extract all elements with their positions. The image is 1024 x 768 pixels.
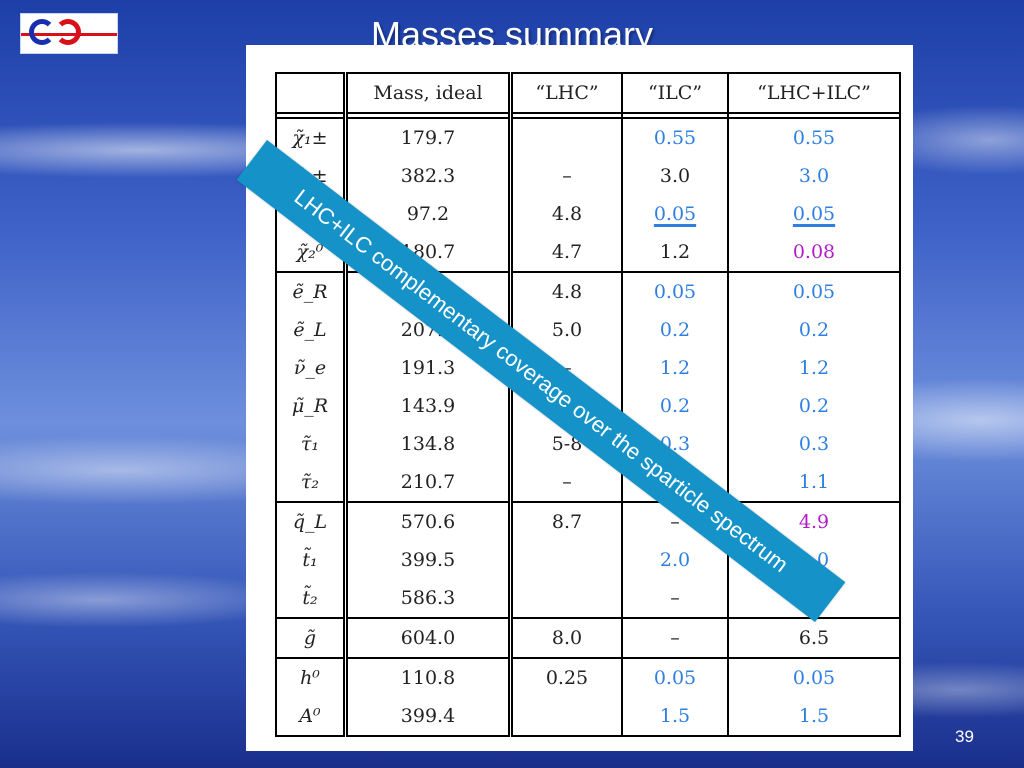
- table-row: g̃ 604.0 8.0–6.5: [275, 617, 901, 658]
- ilc-cell: 1.5: [622, 697, 729, 737]
- table-row: ν̃_e 191.3–1.2 1.2: [275, 349, 901, 387]
- mass-ideal-cell: 399.4: [345, 697, 513, 737]
- particle-cell: μ̃_R: [275, 387, 348, 425]
- gap-cell: [345, 113, 513, 119]
- page-number: 39: [955, 727, 974, 746]
- lhc-ilc-cell: 0.05: [728, 657, 901, 697]
- gap-cell: [728, 113, 901, 119]
- header-cell: [275, 72, 348, 114]
- lhc-cell: [510, 541, 623, 579]
- ilc-cell: 0.05: [622, 271, 729, 311]
- table-row: ẽ_L 207.1 5.0 0.2 0.2: [275, 311, 901, 349]
- mass-ideal-cell: 570.6: [345, 501, 513, 541]
- lhc-ilc-cell: 1.2: [728, 349, 901, 387]
- lhc-cell: [510, 118, 623, 157]
- particle-cell: q̃_L: [275, 501, 348, 541]
- table-row: τ̃₂ 210.7– 1.1: [275, 463, 901, 502]
- ilc-cell: 0.05: [622, 195, 729, 233]
- particle-cell: h⁰: [275, 657, 348, 697]
- ilc-cell: 1.2: [622, 233, 729, 272]
- particle-cell: ν̃_e: [275, 349, 348, 387]
- header-cell: “ILC”: [622, 72, 729, 114]
- table-header-row: Mass, ideal “LHC” “ILC” “LHC+ILC”: [275, 72, 901, 114]
- particle-cell: τ̃₁: [275, 425, 348, 463]
- mass-ideal-cell: 143.9: [345, 387, 513, 425]
- ilc-cell: 2.0: [622, 541, 729, 579]
- mass-ideal-cell: 179.7: [345, 118, 513, 157]
- particle-cell: t̃₂: [275, 579, 348, 618]
- header-cell: Mass, ideal: [345, 72, 513, 114]
- lhc-ilc-cell: 0.2: [728, 311, 901, 349]
- lhc-cell: [510, 697, 623, 737]
- mass-ideal-cell: 110.8: [345, 657, 513, 697]
- particle-cell: χ̃₁±: [275, 118, 348, 157]
- lhc-ilc-cell: 0.05: [728, 271, 901, 311]
- mass-ideal-cell: 604.0: [345, 617, 513, 658]
- particle-cell: A⁰: [275, 697, 348, 737]
- mass-ideal-cell: 134.8: [345, 425, 513, 463]
- lhc-ilc-cell: 6.5: [728, 617, 901, 658]
- table-row: χ̃₂±382.3–3.03.0: [275, 157, 901, 195]
- particle-cell: ẽ_R: [275, 271, 348, 311]
- lhc-cell: –: [510, 463, 623, 502]
- header-cell: “LHC+ILC”: [728, 72, 901, 114]
- ilc-cell: –: [622, 617, 729, 658]
- ilc-cell: 0.2: [622, 387, 729, 425]
- particle-cell: ẽ_L: [275, 311, 348, 349]
- ilc-cell: 0.55: [622, 118, 729, 157]
- lhc-cell: 4.7: [510, 233, 623, 272]
- slide-title: Masses summary: [370, 14, 654, 48]
- header-gap: [275, 113, 901, 119]
- logo-red-c: [55, 19, 81, 45]
- gap-cell: [275, 113, 348, 119]
- gap-cell: [510, 113, 623, 119]
- lhc-cell: 8.0: [510, 617, 623, 658]
- ilc-cell: 0.05: [622, 657, 729, 697]
- logo-blue-e: [29, 19, 55, 45]
- mass-ideal-cell: 399.5: [345, 541, 513, 579]
- lhc-cell: –: [510, 157, 623, 195]
- lhc-ilc-cell: 1.5: [728, 697, 901, 737]
- ilc-cell: 1.2: [622, 349, 729, 387]
- particle-cell: g̃: [275, 617, 348, 658]
- table-row: h⁰ 110.8 0.25 0.05 0.05: [275, 657, 901, 697]
- table-row: q̃_L 570.6 8.7–4.9: [275, 501, 901, 541]
- lhc-cell: 0.25: [510, 657, 623, 697]
- ilc-cell: –: [622, 579, 729, 618]
- table-row: A⁰ 399.4 1.5 1.5: [275, 697, 901, 737]
- lhc-ilc-cell: 0.3: [728, 425, 901, 463]
- header-cell: “LHC”: [510, 72, 623, 114]
- gap-cell: [622, 113, 729, 119]
- lhc-cell: 8.7: [510, 501, 623, 541]
- lhc-ilc-cell: 0.05: [728, 195, 901, 233]
- lhc-ilc-cell: 3.0: [728, 157, 901, 195]
- particle-cell: τ̃₂: [275, 463, 348, 502]
- lhc-ilc-cell: 1.1: [728, 463, 901, 502]
- lhc-ilc-cell: 0.55: [728, 118, 901, 157]
- mass-ideal-cell: 382.3: [345, 157, 513, 195]
- mass-ideal-cell: 210.7: [345, 463, 513, 502]
- lhc-ilc-cell: 0.08: [728, 233, 901, 272]
- ilc-cell: 0.2: [622, 311, 729, 349]
- ilc-cell: 3.0: [622, 157, 729, 195]
- lhc-ilc-cell: 0.2: [728, 387, 901, 425]
- lhc-cell: 4.8: [510, 195, 623, 233]
- particle-cell: t̃₁: [275, 541, 348, 579]
- mass-ideal-cell: 586.3: [345, 579, 513, 618]
- lhc-cell: [510, 579, 623, 618]
- e-c-logo-icon: [20, 13, 118, 54]
- lhc-cell: 4.8: [510, 271, 623, 311]
- table-row: χ̃₁± 179.7 0.55 0.55: [275, 118, 901, 157]
